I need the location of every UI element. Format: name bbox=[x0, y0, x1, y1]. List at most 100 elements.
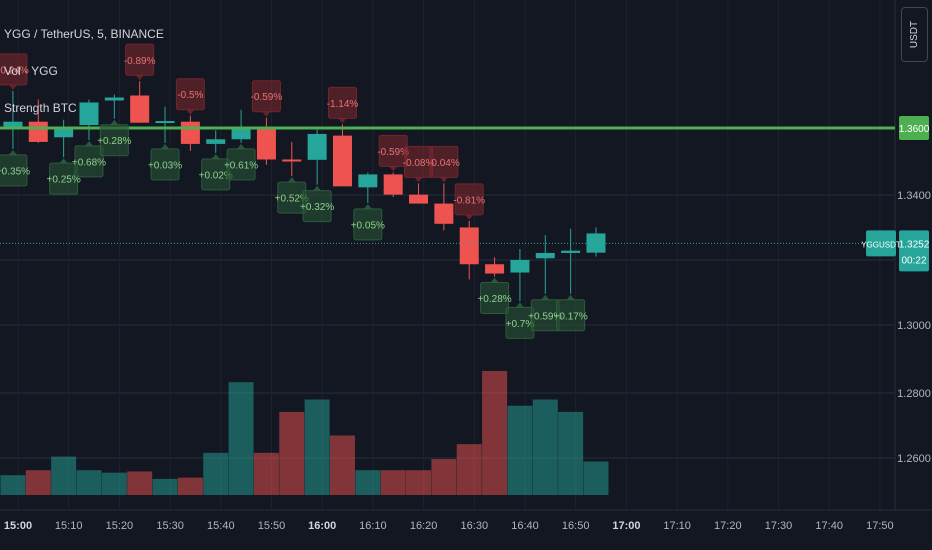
candle-body bbox=[307, 133, 327, 160]
candle-body bbox=[3, 121, 23, 129]
volume-bar bbox=[177, 477, 203, 495]
volume-bar bbox=[25, 470, 51, 495]
strength-label-text: +0.68% bbox=[72, 157, 106, 168]
volume-bar bbox=[355, 470, 381, 495]
time-axis-label: 16:20 bbox=[410, 520, 438, 532]
strength-label-text: -0.08% bbox=[403, 158, 435, 169]
symbol-title[interactable]: YGG / TetherUS, 5, BINANCE bbox=[4, 27, 164, 41]
strength-label-pointer bbox=[186, 109, 195, 115]
strength-label-text: +0.28% bbox=[97, 136, 131, 147]
volume-indicator-title[interactable]: Vol · YGG bbox=[4, 64, 58, 78]
candle-body bbox=[535, 252, 555, 259]
symbol-tag bbox=[866, 230, 896, 257]
time-axis-label: 17:50 bbox=[866, 520, 894, 532]
volume-bar bbox=[76, 470, 102, 495]
candle-body bbox=[180, 121, 200, 144]
price-axis-label: 1.2800 bbox=[897, 388, 931, 400]
strength-label-pointer bbox=[439, 177, 448, 183]
volume-bar bbox=[304, 399, 330, 495]
volume-bar bbox=[152, 478, 178, 495]
candle-body bbox=[231, 129, 251, 140]
strength-label-pointer bbox=[414, 177, 423, 183]
time-axis-label: 17:30 bbox=[765, 520, 793, 532]
strength-label-text: -0.89% bbox=[124, 56, 156, 67]
strength-label-text: -0.81% bbox=[453, 195, 485, 206]
strength-label-text: -0.59% bbox=[377, 147, 409, 158]
strength-label-positive: +0.32% bbox=[300, 185, 334, 223]
strength-label-negative: -0.5% bbox=[175, 78, 205, 115]
strength-label-pointer bbox=[515, 302, 524, 308]
strength-label-negative: -0.81% bbox=[453, 183, 485, 220]
price-axis-label: 1.3000 bbox=[897, 320, 931, 332]
candle-body bbox=[459, 227, 479, 265]
candle-body bbox=[409, 194, 429, 204]
strength-label-text: +0.7% bbox=[506, 319, 535, 330]
strength-label-text: +0.02% bbox=[199, 170, 233, 181]
strength-label-negative: -1.14% bbox=[327, 86, 358, 124]
strength-label-text: -0.04% bbox=[428, 158, 460, 169]
volume-bar bbox=[583, 461, 609, 495]
strength-label-positive: +0.05% bbox=[351, 203, 385, 241]
strength-label-text: -0.59% bbox=[251, 92, 283, 103]
candle-body bbox=[256, 129, 276, 160]
candle-body bbox=[332, 135, 352, 187]
strength-label-positive: +0.28% bbox=[477, 277, 512, 315]
strength-label-pointer bbox=[465, 214, 474, 220]
volume-bar bbox=[253, 452, 279, 495]
candle-body bbox=[79, 102, 99, 126]
strength-label-text: +0.61% bbox=[224, 160, 258, 171]
candle-body bbox=[561, 250, 581, 253]
last-price-text: 1.3252 bbox=[899, 239, 930, 250]
strength-label-negative: -0.89% bbox=[124, 43, 156, 81]
strength-label-pointer bbox=[161, 143, 170, 149]
strength-label-pointer bbox=[135, 75, 144, 81]
strength-label-positive: +0.17% bbox=[554, 294, 588, 332]
candle-body bbox=[104, 97, 124, 101]
strength-label-text: +0.59% bbox=[528, 311, 562, 322]
candle-body bbox=[206, 139, 226, 144]
strength-label-pointer bbox=[8, 84, 17, 90]
volume-bar bbox=[380, 470, 406, 495]
candle-body bbox=[510, 259, 530, 273]
strength-label-negative: -0.59% bbox=[377, 134, 409, 172]
volume-bar bbox=[51, 456, 77, 495]
strength-labels: -0.24% +0.35% +0.25% +0.68% +0.28% -0.89% +0.0… bbox=[0, 43, 588, 339]
strength-label-pointer bbox=[262, 111, 271, 117]
strength-label-pointer bbox=[541, 294, 550, 300]
strength-label-pointer bbox=[287, 177, 296, 183]
volume-bar bbox=[0, 475, 26, 495]
strength-label-pointer bbox=[389, 166, 398, 172]
time-axis-label: 16:10 bbox=[359, 520, 387, 532]
strength-label-text: -0.5% bbox=[177, 90, 203, 101]
price-axis[interactable]: 1.3400 1.3000 1.2800 1.2600 bbox=[897, 190, 931, 465]
strength-label-positive: +0.03% bbox=[148, 143, 182, 181]
candle-body bbox=[358, 174, 378, 188]
countdown-text: 00:22 bbox=[901, 255, 926, 266]
strength-label-positive: +0.52% bbox=[275, 177, 309, 214]
strength-label-pointer bbox=[313, 185, 322, 191]
strength-label-positive: +0.02% bbox=[199, 153, 233, 191]
horizontal-line-price-tag bbox=[899, 116, 929, 140]
horizontal-line-price-text: 1.3600 bbox=[899, 124, 930, 135]
time-axis-label: 16:30 bbox=[461, 520, 489, 532]
time-axis[interactable]: 15:00 15:10 15:20 15:30 15:40 15:50 16:00 16:10… bbox=[4, 520, 894, 532]
volume-bar bbox=[431, 459, 457, 495]
strength-label-positive: +0.7% bbox=[505, 302, 535, 339]
volume-bar bbox=[482, 371, 508, 495]
time-axis-label: 17:20 bbox=[714, 520, 742, 532]
candle-body bbox=[28, 121, 48, 142]
time-axis-label: 15:10 bbox=[55, 520, 83, 532]
time-axis-label: 16:40 bbox=[511, 520, 539, 532]
volume-bars bbox=[0, 371, 609, 495]
candle-body bbox=[434, 203, 454, 224]
strength-indicator-title[interactable]: Strength BTC bbox=[4, 101, 77, 115]
strength-label-text: +0.05% bbox=[351, 220, 385, 231]
currency-button[interactable]: USDT bbox=[901, 7, 928, 62]
strength-label-pointer bbox=[110, 119, 119, 125]
volume-bar bbox=[558, 411, 584, 495]
strength-label-negative: -0.59% bbox=[251, 80, 283, 117]
volume-bar bbox=[456, 444, 482, 495]
time-axis-label: 16:50 bbox=[562, 520, 590, 532]
